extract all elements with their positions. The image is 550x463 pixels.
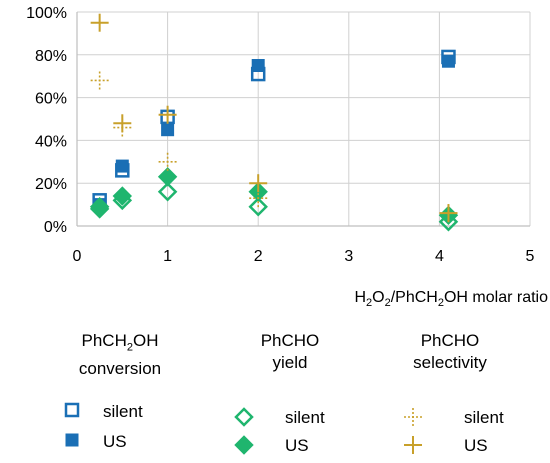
diamond-open-icon — [234, 407, 254, 427]
square-open-icon — [64, 402, 80, 418]
x-tick-label: 5 — [526, 248, 535, 265]
legend-label: silent — [103, 402, 143, 421]
plus-icon — [404, 436, 422, 454]
point-diamond-filled — [89, 199, 110, 219]
x-tick-label: 4 — [435, 248, 444, 265]
point-plus — [113, 114, 132, 133]
legend-label: silent — [285, 408, 325, 427]
point-plus — [439, 204, 458, 223]
point-plus — [90, 13, 109, 32]
legend-title-yield: PhCHO yield — [260, 331, 320, 372]
gridlines — [77, 11, 531, 226]
point-plus-dotted — [158, 152, 177, 171]
legend-title-conversion: PhCH2OH conversion — [78, 331, 162, 379]
legend-item-selectivity-us: US — [370, 434, 530, 458]
point-plus-dotted — [249, 189, 268, 208]
y-tick-label: 40% — [35, 133, 67, 150]
legend-title-selectivity: PhCHO selectivity — [413, 331, 487, 372]
point-square-filled — [161, 123, 175, 137]
legend-label: US — [285, 436, 309, 455]
legend-label: US — [103, 432, 127, 451]
scatter-chart: 0% 20% 40% 60% 80% 100% 0 1 2 3 4 5 H2O2/PhCH2OH mo… — [26, 5, 548, 309]
square-filled-icon — [65, 433, 79, 447]
point-square-filled — [115, 159, 129, 173]
legend-label: silent — [464, 408, 504, 427]
legend-item-conversion-silent: silent — [40, 400, 200, 424]
legend-item-yield-silent: silent — [210, 406, 370, 430]
point-square-filled — [441, 54, 455, 68]
legend-item-yield-us: US — [210, 434, 370, 458]
legend-item-selectivity-silent: silent — [370, 406, 530, 430]
x-tick-label: 0 — [73, 248, 82, 265]
y-tick-label: 100% — [26, 5, 67, 22]
y-tick-label: 0% — [44, 219, 67, 236]
point-plus-dotted — [90, 71, 109, 90]
point-square-filled — [251, 59, 265, 72]
point-diamond-open — [157, 181, 178, 202]
point-diamond-filled — [157, 167, 178, 187]
legend: PhCH2OH conversion silent US PhCHO yield… — [0, 330, 550, 463]
axes: 0% 20% 40% 60% 80% 100% 0 1 2 3 4 5 — [26, 5, 534, 265]
legend-item-conversion-us: US — [40, 430, 200, 454]
y-tick-label: 20% — [35, 176, 67, 193]
point-diamond-open — [248, 196, 268, 217]
x-tick-label: 3 — [344, 248, 353, 265]
point-plus — [158, 105, 177, 124]
diamond-filled-icon — [234, 435, 254, 455]
data-points — [89, 13, 459, 232]
y-tick-label: 80% — [35, 48, 67, 65]
point-plus — [249, 174, 268, 193]
plus-dotted-icon — [404, 408, 422, 426]
x-axis-label: H2O2/PhCH2OH molar ratio — [354, 289, 548, 309]
y-tick-label: 60% — [35, 91, 67, 108]
point-diamond-filled — [112, 186, 133, 206]
x-tick-label: 1 — [163, 248, 172, 265]
x-tick-label: 2 — [254, 248, 263, 265]
legend-label: US — [464, 436, 488, 455]
